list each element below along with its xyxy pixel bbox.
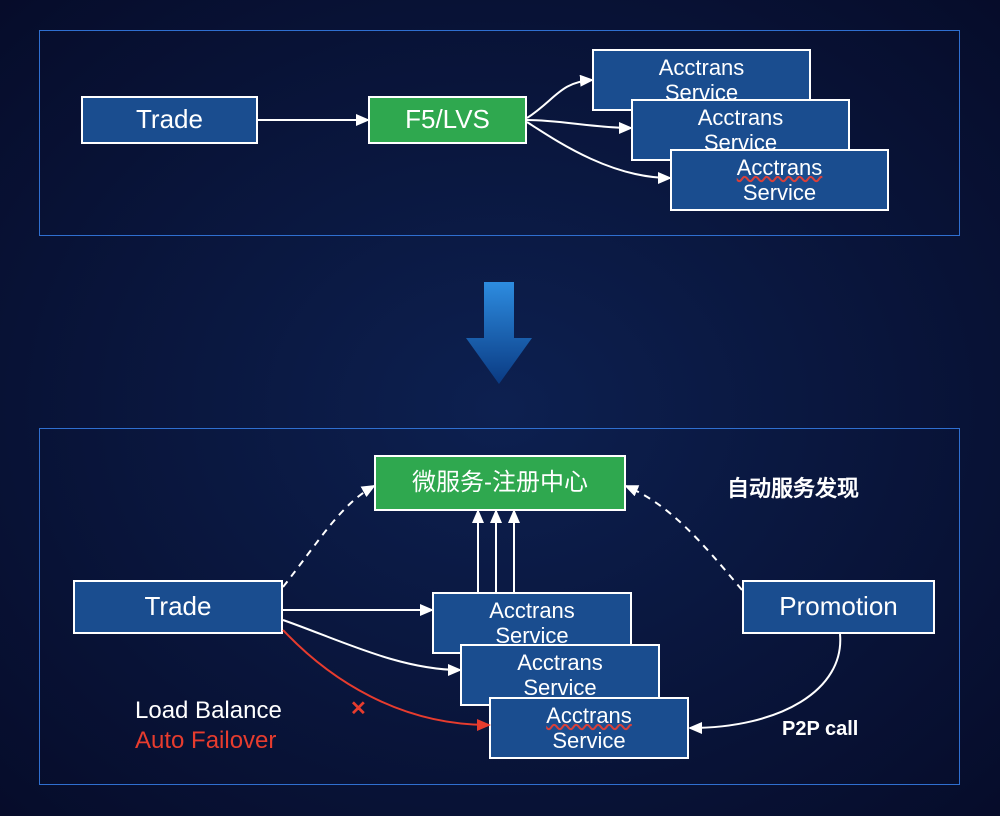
node-label: Trade [145, 592, 212, 622]
p2p-call-label: P2P call [782, 718, 858, 741]
node-line1: Acctrans [546, 703, 632, 728]
node-line1: Acctrans [489, 598, 575, 623]
auto-discover-label: 自动服务发现 [727, 471, 859, 503]
registry-node: 微服务-注册中心 [374, 455, 626, 511]
node-line1: Acctrans [737, 155, 823, 180]
node-label: Trade [136, 105, 203, 135]
transition-arrow-icon [466, 282, 532, 389]
trade-node-top: Trade [81, 96, 258, 144]
promotion-node: Promotion [742, 580, 935, 634]
node-label: 微服务-注册中心 [412, 469, 588, 497]
acctrans-service-bottom-3: Acctrans Service [489, 697, 689, 759]
node-line1: Acctrans [659, 55, 745, 80]
node-line2: Service [552, 728, 625, 753]
node-line1: Acctrans [698, 105, 784, 130]
node-line1: Acctrans [517, 650, 603, 675]
trade-node-bottom: Trade [73, 580, 283, 634]
node-label: F5/LVS [405, 105, 490, 135]
node-line2: Service [743, 180, 816, 205]
f5-lvs-node: F5/LVS [368, 96, 527, 144]
acctrans-service-top-3: Acctrans Service [670, 149, 889, 211]
load-balance-label: Load Balance [135, 697, 282, 725]
auto-failover-label: Auto Failover [135, 727, 276, 755]
node-label: Promotion [779, 592, 898, 622]
diagram-canvas: Acctrans Service Acctrans Service Acctra… [0, 0, 1000, 816]
fail-x-icon: ✕ [350, 696, 367, 721]
